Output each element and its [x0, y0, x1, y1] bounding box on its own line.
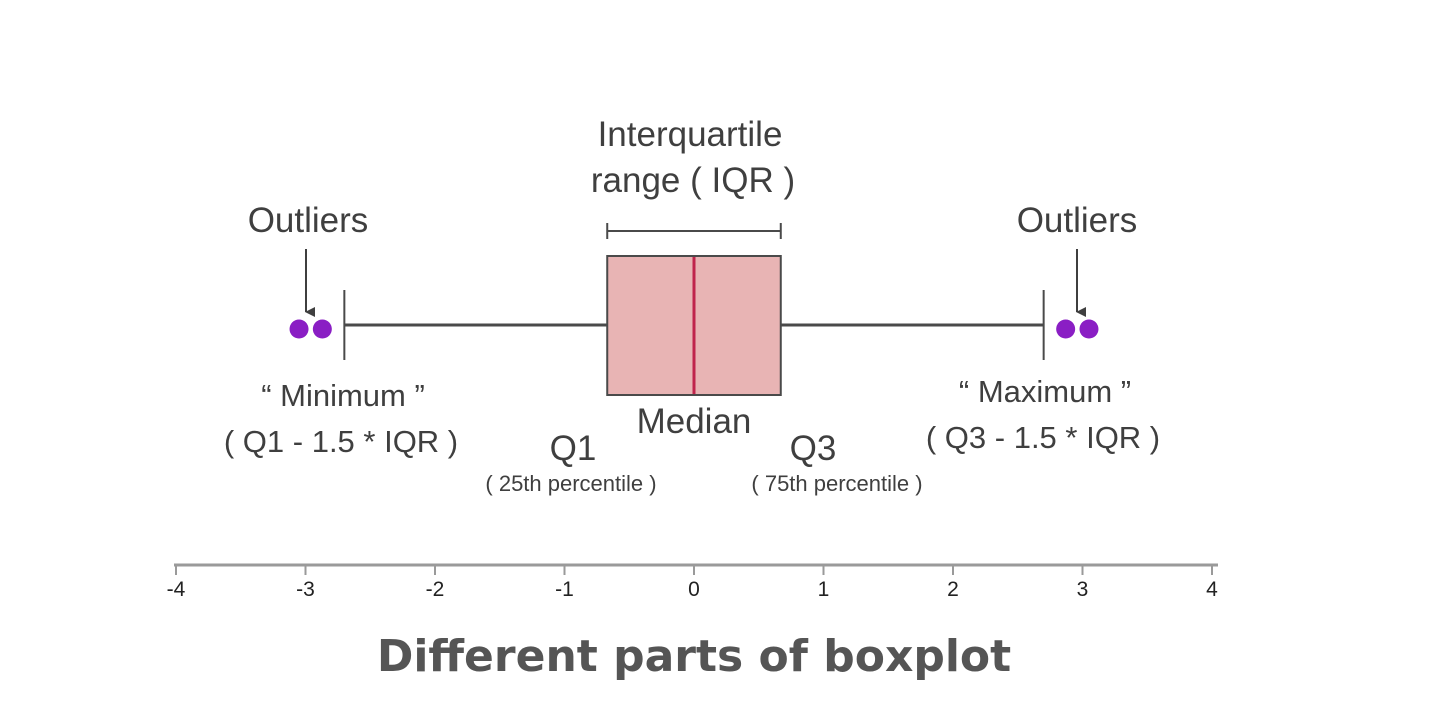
- x-axis-tick-label: -3: [296, 578, 315, 601]
- x-axis-tick-label: 4: [1206, 578, 1218, 601]
- outlier-point: [1056, 319, 1076, 339]
- median-label: Median: [637, 402, 752, 441]
- q3-label: Q3: [790, 429, 837, 468]
- x-axis-tick-label: 1: [818, 578, 830, 601]
- outlier-points: [289, 319, 1099, 339]
- outlier-point: [312, 319, 332, 339]
- outlier-point: [1079, 319, 1099, 339]
- x-axis-tick-label: -4: [167, 578, 186, 601]
- maximum-formula: ( Q3 - 1.5 * IQR ): [926, 420, 1160, 455]
- iqr-label-line2: range ( IQR ): [591, 161, 795, 200]
- x-axis-tick-label: -1: [555, 578, 574, 601]
- x-axis-tick-label: 2: [947, 578, 959, 601]
- x-axis-ticks: -4 -3 -2 -1 0 1 2 3 4: [167, 565, 1218, 601]
- q1-percentile-label: ( 25th percentile ): [485, 471, 656, 496]
- q3-percentile-label: ( 75th percentile ): [751, 471, 922, 496]
- x-axis-tick-label: 3: [1077, 578, 1089, 601]
- diagram-title: Different parts of boxplot: [377, 631, 1011, 682]
- minimum-formula: ( Q1 - 1.5 * IQR ): [224, 424, 458, 459]
- outliers-right-label: Outliers: [1017, 201, 1138, 240]
- iqr-bracket: [606, 223, 782, 239]
- x-axis-tick-label: 0: [688, 578, 700, 601]
- iqr-label-line1: Interquartile: [598, 115, 783, 154]
- outlier-point: [289, 319, 309, 339]
- maximum-label: “ Maximum ”: [959, 374, 1131, 409]
- q1-label: Q1: [550, 429, 597, 468]
- minimum-label: “ Minimum ”: [261, 378, 425, 413]
- x-axis-tick-label: -2: [426, 578, 445, 601]
- outliers-left-label: Outliers: [248, 201, 369, 240]
